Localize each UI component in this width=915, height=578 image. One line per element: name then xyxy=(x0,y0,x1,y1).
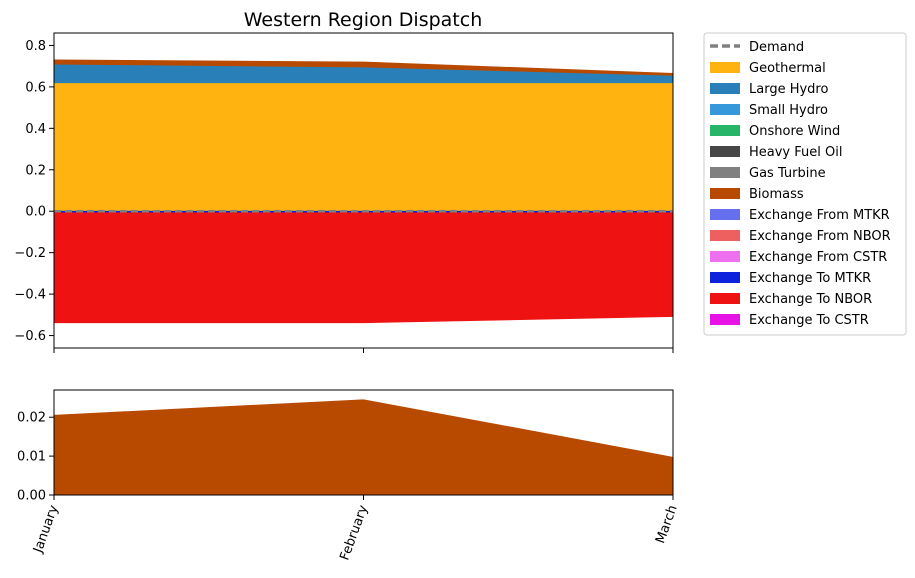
area-exchange-to-nbor xyxy=(53,212,674,324)
legend-frame xyxy=(703,32,907,336)
legend-label-gas-turbine: Gas Turbine xyxy=(749,166,826,181)
legend-label-exchange-to-cstr: Exchange To CSTR xyxy=(749,313,869,328)
sub-ytick-label: 0.00 xyxy=(17,489,46,504)
legend-swatch-exchange-from-nbor xyxy=(710,230,740,241)
sub-ytick-label: 0.01 xyxy=(17,450,46,465)
main-ytick-label: 0.8 xyxy=(25,39,46,54)
legend-swatch-heavy-fuel-oil xyxy=(710,146,740,157)
legend-swatch-geothermal xyxy=(710,62,740,73)
legend-label-geothermal: Geothermal xyxy=(749,61,826,76)
legend: Demand Geothermal Large Hydro Small Hydro On… xyxy=(703,32,907,336)
legend-swatch-gas-turbine xyxy=(710,167,740,178)
main-ytick-label: −0.4 xyxy=(14,288,46,303)
main-ytick-label: 0.0 xyxy=(25,205,46,220)
area-geothermal xyxy=(53,82,674,212)
legend-swatch-exchange-from-cstr xyxy=(710,251,740,262)
legend-label-heavy-fuel-oil: Heavy Fuel Oil xyxy=(749,145,842,160)
xtick-label-march: March xyxy=(653,503,681,545)
main-ytick-label: −0.6 xyxy=(14,329,46,344)
legend-swatch-biomass xyxy=(710,188,740,199)
sub-plot: 0.00 0.01 0.02 January February March xyxy=(17,389,681,563)
legend-swatch-large-hydro xyxy=(710,83,740,94)
main-ytick-label: 0.2 xyxy=(25,163,46,178)
legend-swatch-exchange-from-mtkr xyxy=(710,209,740,220)
legend-label-small-hydro: Small Hydro xyxy=(749,103,828,118)
legend-label-exchange-to-mtkr: Exchange To MTKR xyxy=(749,271,871,286)
main-ytick-label: 0.6 xyxy=(25,80,46,95)
legend-label-large-hydro: Large Hydro xyxy=(749,82,828,97)
legend-swatch-exchange-to-mtkr xyxy=(710,272,740,283)
legend-swatch-onshore-wind xyxy=(710,125,740,136)
legend-label-demand: Demand xyxy=(749,40,804,55)
chart-title: Western Region Dispatch xyxy=(244,9,483,31)
legend-label-exchange-to-nbor: Exchange To NBOR xyxy=(749,292,872,307)
xtick-label-february: February xyxy=(337,503,371,563)
legend-swatch-exchange-to-cstr xyxy=(710,314,740,325)
legend-label-exchange-from-mtkr: Exchange From MTKR xyxy=(749,208,890,223)
legend-label-exchange-from-nbor: Exchange From NBOR xyxy=(749,229,891,244)
legend-swatch-exchange-to-nbor xyxy=(710,293,740,304)
legend-label-onshore-wind: Onshore Wind xyxy=(749,124,840,139)
legend-swatch-small-hydro xyxy=(710,104,740,115)
main-ytick-label: 0.4 xyxy=(25,122,46,137)
sub-ytick-label: 0.02 xyxy=(17,411,46,426)
main-plot: −0.6 −0.4 −0.2 0.0 0.2 0.4 0.6 0.8 xyxy=(14,32,674,353)
xtick-label-january: January xyxy=(30,503,61,556)
legend-label-biomass: Biomass xyxy=(749,187,804,202)
main-ytick-label: −0.2 xyxy=(14,246,46,261)
legend-label-exchange-from-cstr: Exchange From CSTR xyxy=(749,250,887,265)
